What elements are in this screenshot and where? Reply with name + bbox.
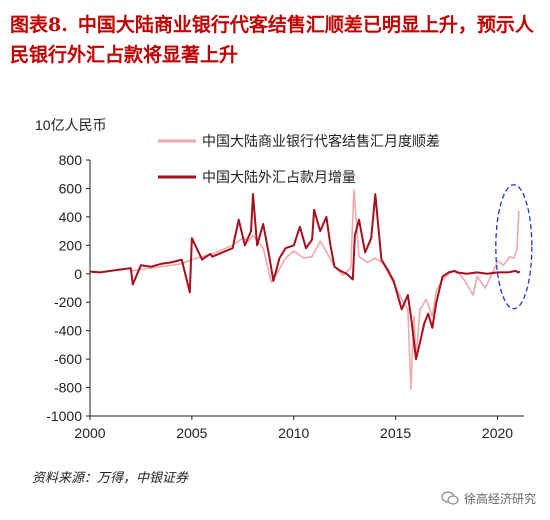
source-note: 资料来源：万得，中银证券 [32, 471, 189, 486]
x-tick-label: 2000 [74, 425, 105, 441]
y-tick-label: -200 [54, 294, 82, 310]
x-tick-label: 2010 [278, 425, 309, 441]
y-tick-label: 800 [59, 152, 83, 168]
y-tick-label: -800 [54, 380, 82, 396]
y-axis-label: 10亿人民币 [35, 117, 107, 133]
legend-label-1: 中国大陆商业银行代客结售汇月度顺差 [202, 133, 440, 149]
series-lines [89, 189, 521, 390]
y-tick-label: -1000 [46, 408, 82, 424]
x-tick-label: 2015 [380, 425, 411, 441]
chart-title: 图表8. 中国大陆商业银行代客结售汇顺差已明显上升，预示人民银行外汇占款将显著上升 [10, 10, 540, 70]
watermark: 徐高经济研究 [441, 490, 536, 507]
legend-label-2: 中国大陆外汇占款月增量 [202, 169, 356, 185]
watermark-text: 徐高经济研究 [463, 492, 536, 506]
y-tick-label: 200 [59, 237, 83, 253]
annotation-ellipse [495, 184, 533, 310]
axes: -1000 -800 -600 -400 -200 0 200 400 600 800 2000 20… [35, 117, 524, 441]
series-line-2 [89, 193, 521, 361]
figure-number: 图表8. [10, 14, 68, 36]
y-tick-label: 0 [74, 266, 82, 282]
series-line-1 [130, 189, 520, 390]
wechat-icon [441, 491, 459, 505]
x-tick-label: 2020 [482, 425, 513, 441]
title-text: 中国大陆商业银行代客结售汇顺差已明显上升，预示人民银行外汇占款将显著上升 [10, 14, 534, 66]
y-tick-label: 400 [59, 209, 83, 225]
y-tick-label: 600 [59, 180, 83, 196]
y-tick-label: -600 [54, 351, 82, 367]
x-tick-label: 2005 [176, 425, 207, 441]
y-tick-label: -400 [54, 323, 82, 339]
